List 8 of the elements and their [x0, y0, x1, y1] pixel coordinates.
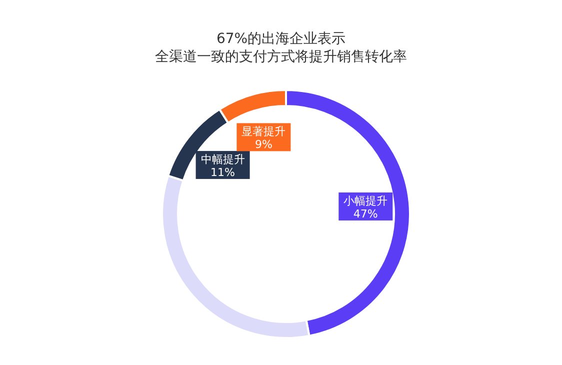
- slice-label: 显著提升: [242, 125, 286, 138]
- slice-label: 中幅提升: [200, 152, 245, 166]
- data-label: 9%: [254, 138, 272, 152]
- data-label: 11%: [210, 166, 236, 179]
- data-label: 47%: [353, 207, 378, 220]
- chart-title: 67%的出海企业表示: [215, 30, 347, 48]
- chart-subtitle: 全渠道一致的支付方式将提升销售转化率: [154, 48, 408, 66]
- slice-label: 小幅提升: [344, 194, 388, 208]
